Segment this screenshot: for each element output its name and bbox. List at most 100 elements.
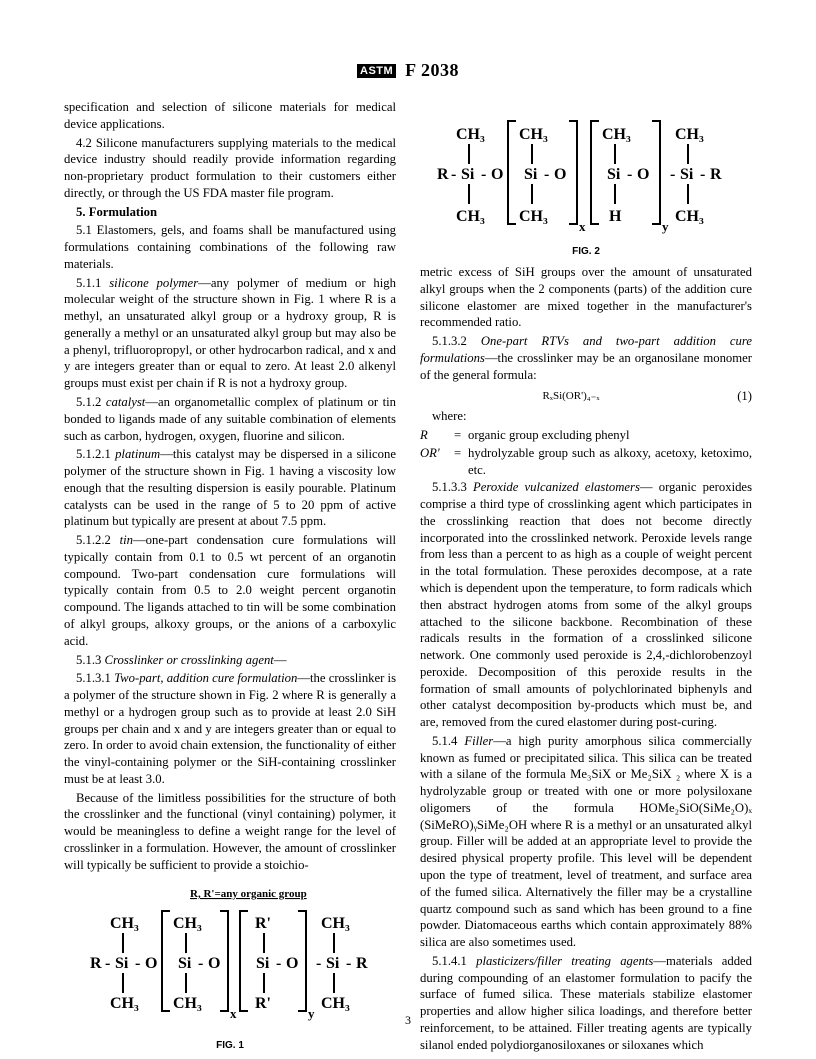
svg-text:O: O <box>637 166 649 183</box>
def: —one-part condensation cure formulations… <box>64 533 396 648</box>
svg-text:CH₃: CH₃ <box>675 126 704 143</box>
svg-text:Si: Si <box>115 955 129 972</box>
p-5-1-3: 5.1.3 Crosslinker or crosslinking agent— <box>64 652 396 669</box>
def: organic group excluding phenyl <box>468 427 752 444</box>
svg-text:CH₃: CH₃ <box>173 995 202 1012</box>
svg-text:R: R <box>437 166 449 183</box>
eq: = <box>454 445 468 479</box>
p-5-1-3-3: 5.1.3.3 Peroxide vulcanized elastomers— … <box>420 479 752 730</box>
svg-text:R: R <box>356 955 368 972</box>
def: —any polymer of medium or high molecular… <box>64 276 396 391</box>
term: Filler <box>464 734 493 748</box>
svg-text:-: - <box>481 166 486 183</box>
svg-text:Si: Si <box>256 955 270 972</box>
sym: R <box>420 427 454 444</box>
svg-text:x: x <box>579 219 586 234</box>
term: Two-part, addition cure formulation <box>114 671 297 685</box>
svg-text:CH₃: CH₃ <box>110 995 139 1012</box>
svg-text:R: R <box>710 166 722 183</box>
num: 5.1.1 <box>76 276 109 290</box>
svg-text:Si: Si <box>607 166 621 183</box>
svg-text:CH₃: CH₃ <box>173 915 202 932</box>
sym: OR' <box>420 445 454 479</box>
p-both: Because of the limitless possibilities f… <box>64 790 396 874</box>
svg-text:R, R'=any organic group: R, R'=any organic group <box>190 888 307 900</box>
svg-text:-: - <box>544 166 549 183</box>
svg-text:Si: Si <box>178 955 192 972</box>
svg-text:CH₃: CH₃ <box>602 126 631 143</box>
svg-text:O: O <box>554 166 566 183</box>
term: platinum <box>115 447 160 461</box>
svg-text:O: O <box>145 955 157 972</box>
svg-text:CH₃: CH₃ <box>321 995 350 1012</box>
svg-text:Si: Si <box>680 166 694 183</box>
svg-text:R': R' <box>255 995 271 1012</box>
num: 5.1.3.2 <box>432 334 481 348</box>
num: 5.1.2.2 <box>76 533 120 547</box>
svg-text:-: - <box>627 166 632 183</box>
p-5-1-1: 5.1.1 silicone polymer—any polymer of me… <box>64 275 396 392</box>
svg-text:Si: Si <box>326 955 340 972</box>
num: 5.1.2.1 <box>76 447 115 461</box>
p-5-1-2-1: 5.1.2.1 platinum—this catalyst may be di… <box>64 446 396 530</box>
where-or: OR' = hydrolyzable group such as alkoxy,… <box>420 445 752 479</box>
intro-p1: specification and selection of silicone … <box>64 99 396 133</box>
num: 5.1.3 <box>76 653 105 667</box>
content-columns: specification and selection of silicone … <box>64 99 752 1059</box>
section-5-title: 5. Formulation <box>64 204 396 221</box>
num: 5.1.4 <box>432 734 464 748</box>
term: silicone polymer <box>109 276 198 290</box>
eq: = <box>454 427 468 444</box>
term: Peroxide vulcanized elastomers <box>473 480 640 494</box>
fig2-caption: FIG. 2 <box>420 245 752 258</box>
where-label: where: <box>420 408 752 425</box>
svg-text:CH₃: CH₃ <box>321 915 350 932</box>
svg-text:-: - <box>346 955 351 972</box>
svg-text:CH₃: CH₃ <box>456 208 485 225</box>
svg-text:O: O <box>491 166 503 183</box>
p-5-1-4: 5.1.4 Filler—a high purity amorphous sil… <box>420 733 752 951</box>
p-5-1-2: 5.1.2 catalyst—an organometallic complex… <box>64 394 396 444</box>
def: —materials added during compounding of a… <box>420 954 752 1052</box>
svg-text:R: R <box>90 955 102 972</box>
def: hydrolyzable group such as alkoxy, aceto… <box>468 445 752 479</box>
num: 5.1.4.1 <box>432 954 476 968</box>
formula-num: (1) <box>722 388 752 405</box>
svg-text:CH₃: CH₃ <box>110 915 139 932</box>
num: 5.1.2 <box>76 395 106 409</box>
page-number: 3 <box>0 1013 816 1028</box>
svg-text:-: - <box>105 955 110 972</box>
term: tin <box>120 533 133 547</box>
term: catalyst <box>106 395 145 409</box>
p-5-1-4-1: 5.1.4.1 plasticizers/filler treating age… <box>420 953 752 1054</box>
formula-text: RₓSi(OR')₄₋ₓ <box>420 389 722 404</box>
svg-text:-: - <box>700 166 705 183</box>
document-header: ASTM F 2038 <box>64 60 752 81</box>
figure-2: R - Si CH₃ CH₃ - O Si CH₃ CH₃ - O x <box>420 109 752 258</box>
svg-text:-: - <box>135 955 140 972</box>
svg-text:CH₃: CH₃ <box>675 208 704 225</box>
svg-text:-: - <box>198 955 203 972</box>
designation: F 2038 <box>405 60 459 80</box>
p-5-1: 5.1 Elastomers, gels, and foams shall be… <box>64 222 396 272</box>
svg-text:O: O <box>286 955 298 972</box>
def: — <box>274 653 287 667</box>
num: 5.1.3.3 <box>432 480 473 494</box>
p-5-1-3-1: 5.1.3.1 Two-part, addition cure formulat… <box>64 670 396 787</box>
svg-text:CH₃: CH₃ <box>519 126 548 143</box>
svg-text:-: - <box>276 955 281 972</box>
svg-text:CH₃: CH₃ <box>519 208 548 225</box>
fig1-svg: R, R'=any organic group R - Si CH₃ CH₃ -… <box>80 883 380 1033</box>
p-5-1-3-2: 5.1.3.2 One-part RTVs and two-part addit… <box>420 333 752 383</box>
def: — organic peroxides comprise a third typ… <box>420 480 752 729</box>
svg-text:CH₃: CH₃ <box>456 126 485 143</box>
svg-text:O: O <box>208 955 220 972</box>
page: ASTM F 2038 specification and selection … <box>0 0 816 1056</box>
svg-text:R': R' <box>255 915 271 932</box>
def: —a high purity amorphous silica commerci… <box>420 734 752 949</box>
formula-1: RₓSi(OR')₄₋ₓ (1) <box>420 388 752 405</box>
def: —the crosslinker is a polymer of the str… <box>64 671 396 786</box>
astm-logo: ASTM <box>357 64 396 78</box>
svg-text:y: y <box>662 219 669 234</box>
where-r: R = organic group excluding phenyl <box>420 427 752 444</box>
